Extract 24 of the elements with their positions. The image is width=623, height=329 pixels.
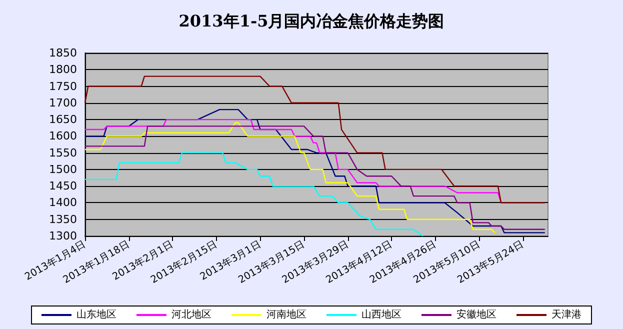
y-tick-label: 1850 xyxy=(49,46,77,60)
y-tick-label: 1300 xyxy=(49,230,77,242)
line-series xyxy=(84,76,546,204)
y-tick-label: 1750 xyxy=(49,80,77,93)
legend-label: 天津港 xyxy=(552,308,582,320)
line-series xyxy=(84,152,424,237)
legend-label: 山东地区 xyxy=(76,308,116,320)
y-tick-label: 1500 xyxy=(49,162,77,176)
legend-label: 河南地区 xyxy=(266,308,306,320)
line-series xyxy=(84,118,502,204)
y-tick-label: 1550 xyxy=(49,146,77,160)
y-tick-label: 1600 xyxy=(49,130,77,143)
y-tick-label: 1700 xyxy=(49,96,77,110)
y-tick-label: 1800 xyxy=(49,63,77,76)
y-tick-label: 1450 xyxy=(49,180,77,193)
y-tick-label: 1400 xyxy=(49,196,77,210)
line-series xyxy=(84,126,546,230)
legend-label: 河北地区 xyxy=(172,308,212,320)
y-tick-label: 1650 xyxy=(49,113,77,126)
chart-title: 2013年1-5月国内冶金焦价格走势图 xyxy=(178,12,444,30)
line-series xyxy=(84,122,496,234)
y-tick-label: 1350 xyxy=(49,212,77,226)
legend-label: 安徽地区 xyxy=(456,308,496,320)
legend-label: 山西地区 xyxy=(362,308,402,320)
